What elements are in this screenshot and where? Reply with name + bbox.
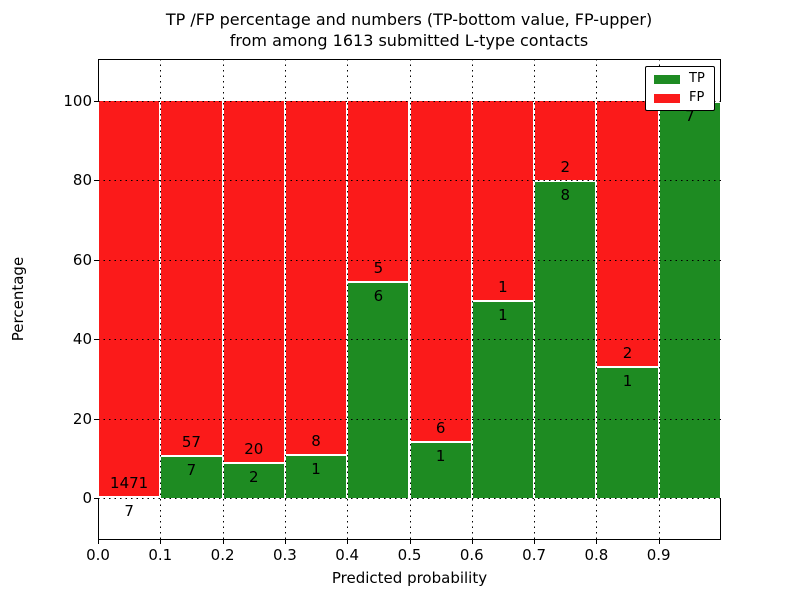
legend-label-fp: FP bbox=[689, 90, 705, 105]
y-tick-label: 100 bbox=[63, 92, 92, 110]
y-axis-label: Percentage bbox=[9, 256, 27, 342]
x-tick-label: 0.9 bbox=[646, 546, 671, 564]
y-tick-label: 60 bbox=[72, 250, 92, 269]
x-tick-label: 0.1 bbox=[148, 546, 173, 564]
x-tick-label: 0.0 bbox=[86, 546, 110, 564]
legend-item-fp: FP bbox=[654, 91, 705, 105]
x-tick bbox=[347, 540, 349, 544]
x-tick-label: 0.7 bbox=[522, 546, 547, 564]
x-tick bbox=[658, 540, 660, 544]
x-tick bbox=[596, 540, 598, 544]
x-tick bbox=[534, 540, 536, 544]
y-tick-label: 20 bbox=[72, 409, 92, 428]
y-tick-label: 80 bbox=[72, 171, 92, 190]
x-tick bbox=[222, 540, 224, 544]
tp-swatch-icon bbox=[654, 74, 680, 84]
x-tick-label: 0.4 bbox=[335, 546, 360, 564]
x-tick-label: 0.5 bbox=[397, 546, 422, 564]
x-tick bbox=[98, 540, 99, 544]
plot-frame bbox=[98, 59, 721, 540]
x-tick-label: 0.8 bbox=[584, 546, 609, 564]
x-tick bbox=[284, 540, 286, 544]
y-tick-label: 40 bbox=[72, 330, 92, 349]
chart-title: TP /FP percentage and numbers (TP-bottom… bbox=[9, 9, 800, 51]
fp-swatch-icon bbox=[654, 93, 680, 103]
x-tick-label: 0.2 bbox=[210, 546, 235, 564]
x-tick bbox=[471, 540, 473, 544]
x-axis-label: Predicted probability bbox=[331, 569, 488, 587]
x-tick-label: 0.3 bbox=[272, 546, 297, 564]
x-tick bbox=[160, 540, 162, 544]
chart-title-line2: from among 1613 submitted L-type contact… bbox=[229, 31, 589, 50]
legend-label-tp: TP bbox=[689, 71, 705, 86]
legend-item-tp: TP bbox=[654, 72, 705, 86]
legend: TP FP bbox=[645, 66, 715, 111]
x-tick bbox=[409, 540, 411, 544]
chart-title-line1: TP /FP percentage and numbers (TP-bottom… bbox=[165, 10, 653, 29]
y-tick-label: 0 bbox=[82, 489, 92, 507]
x-tick-label: 0.6 bbox=[459, 546, 484, 564]
